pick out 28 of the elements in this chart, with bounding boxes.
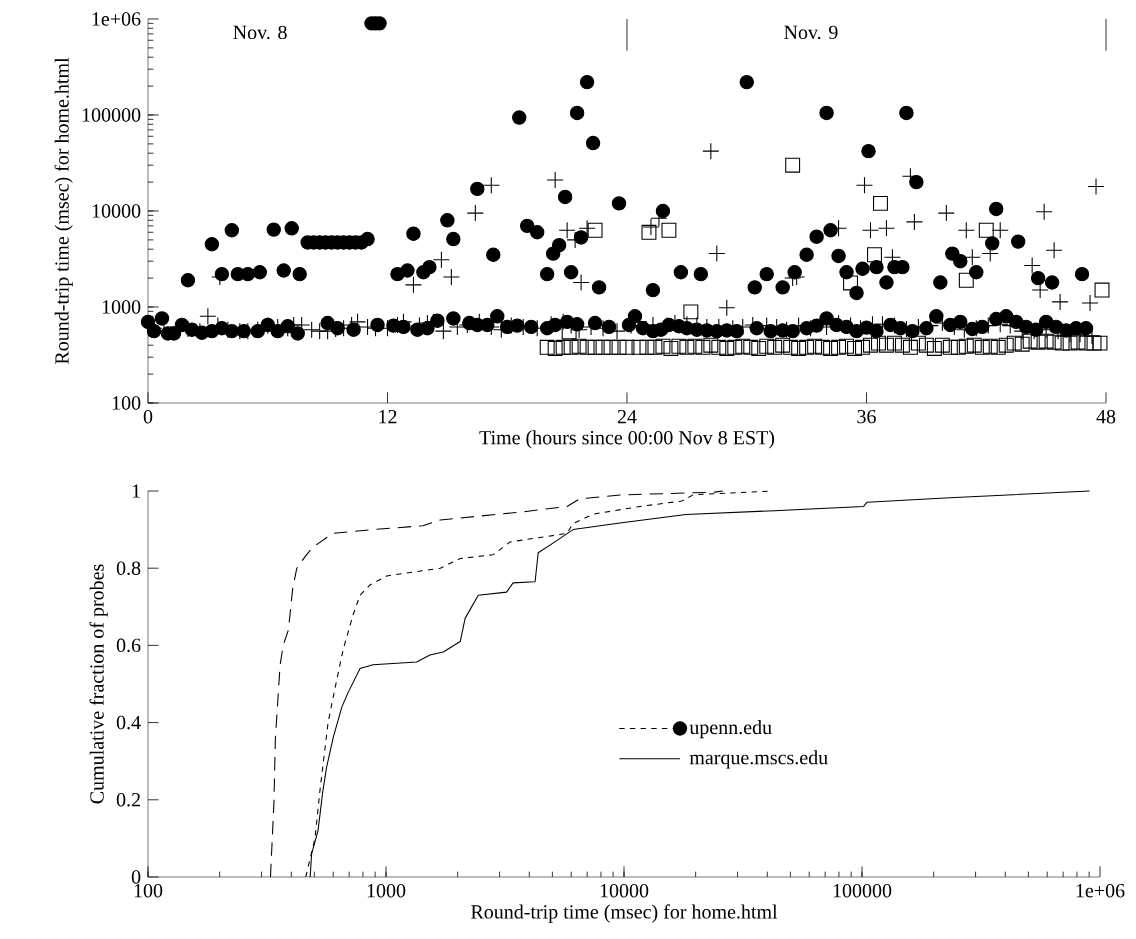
- annotation: Nov. 8: [233, 25, 287, 40]
- y-tick-label: 0: [131, 870, 141, 884]
- x-tick-label: 1000: [367, 883, 406, 898]
- y-tick-label: 1e+06: [92, 12, 141, 26]
- y-tick-label: 0.2: [116, 793, 140, 807]
- y-tick-label: 0.4: [116, 715, 141, 730]
- y-axis-title: Round-trip time (msec) for home.html: [54, 57, 73, 364]
- y-tick-label: 10000: [92, 204, 141, 218]
- x-axis-title: Round-trip time (msec) for home.html: [471, 904, 778, 923]
- legend-label: marque.mscs.edu: [689, 750, 828, 769]
- x-tick-label: 0: [143, 409, 153, 424]
- legend-label: upenn.edu: [689, 720, 772, 739]
- y-tick-label: 0.8: [116, 561, 141, 575]
- y-tick-label: 0.6: [116, 638, 141, 653]
- x-tick-label: 24: [617, 409, 637, 424]
- x-tick-label: 10000: [600, 883, 649, 898]
- annotation: Nov. 9: [784, 25, 838, 40]
- y-axis-title: Cumulative fraction of probes: [89, 564, 108, 804]
- y-tick-label: 1000: [102, 300, 141, 314]
- x-tick-label: 48: [1096, 409, 1116, 424]
- x-tick-label: 1e+06: [1076, 883, 1125, 898]
- x-tick-label: 100000: [833, 883, 892, 898]
- y-tick-label: 100000: [82, 108, 141, 122]
- x-tick-label: 36: [857, 409, 876, 424]
- y-tick-label: 1: [132, 484, 140, 498]
- x-axis-title: Time (hours since 00:00 Nov 8 EST): [479, 430, 775, 449]
- y-tick-label: 100: [112, 396, 141, 410]
- x-tick-label: 12: [379, 409, 397, 424]
